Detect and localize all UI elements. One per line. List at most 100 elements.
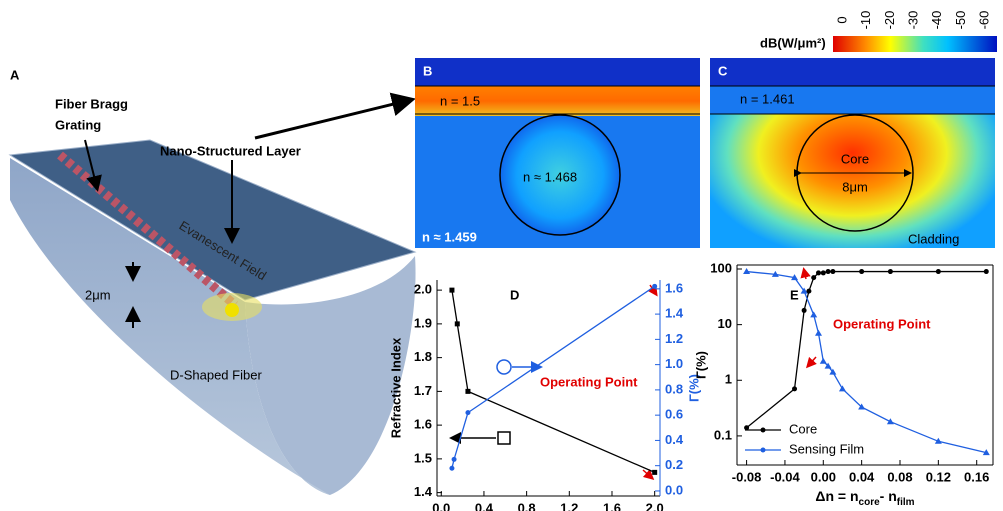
marker	[465, 410, 470, 415]
series-line	[747, 272, 987, 453]
x-tick-label: 0.04	[849, 469, 875, 484]
panel-label: E	[790, 287, 799, 302]
marker	[830, 269, 835, 274]
mode-air	[415, 58, 700, 86]
label: Core	[841, 151, 869, 166]
y-tick-label: 1.4	[414, 484, 433, 499]
colorbar-tick-label: -30	[905, 11, 920, 30]
y-tick-label: 1.8	[414, 349, 432, 364]
y-tick-label: 2.0	[414, 282, 432, 297]
colorbar-label: dB(W/μm²)	[760, 35, 826, 50]
legend-label: Core	[789, 421, 817, 436]
x-tick-label: 0.12	[926, 469, 951, 484]
marker	[936, 269, 941, 274]
y2-tick-label: 1.4	[665, 306, 684, 321]
colorbar-tick-label: -10	[858, 11, 873, 30]
y-tick-label: 1.6	[414, 417, 432, 432]
y2-tick-label: 0.4	[665, 432, 684, 447]
marker	[449, 288, 454, 293]
y2-tick-label: 0.8	[665, 381, 683, 396]
colorbar	[833, 36, 997, 52]
marker	[452, 457, 457, 462]
arrow	[804, 270, 806, 279]
label: Fiber Bragg	[55, 96, 128, 111]
x-tick-label: -0.04	[770, 469, 800, 484]
marker	[839, 385, 846, 391]
label: 8μm	[842, 179, 868, 194]
mode-air	[710, 58, 995, 86]
x-tick-label: 1.2	[560, 500, 578, 511]
marker	[792, 386, 797, 391]
x-tick-label: 2.0	[646, 500, 664, 511]
label: Grating	[55, 117, 101, 132]
label: n = 1.461	[740, 91, 795, 106]
panel-b: B n = 1.5 n ≈ 1.468 n ≈ 1.459	[415, 58, 700, 248]
panel-label: B	[423, 63, 432, 78]
x-axis-label-part: film	[897, 497, 915, 508]
marker	[816, 270, 821, 275]
x-tick-label: 0.4	[475, 500, 494, 511]
y-tick-label: 10	[718, 316, 732, 331]
y-tick-label: 1.5	[414, 450, 432, 465]
y2-tick-label: 0.0	[665, 482, 683, 497]
colorbar-tick-label: -60	[976, 11, 991, 30]
y-axis-label: Γ(%)	[693, 351, 708, 379]
marker	[743, 268, 750, 274]
marker	[652, 284, 657, 289]
series-line	[747, 272, 987, 428]
colorbar-ticks: 0 -10 -20 -30 -40 -50 -60	[834, 11, 991, 30]
x-tick-label: 0.8	[518, 500, 536, 511]
arrow	[255, 100, 410, 138]
marker	[984, 269, 989, 274]
x-tick-label: 0.0	[432, 500, 450, 511]
label: Cladding	[908, 231, 959, 246]
marker	[826, 269, 831, 274]
x-tick-label: -0.08	[732, 469, 762, 484]
legend-marker	[761, 448, 766, 453]
marker	[465, 389, 470, 394]
x-tick-label: 0.00	[811, 469, 836, 484]
panel-label: C	[718, 63, 728, 78]
y2-tick-label: 1.2	[665, 331, 683, 346]
marker	[820, 358, 827, 364]
panel-label: D	[510, 287, 519, 302]
marker	[887, 418, 894, 424]
label: n ≈ 1.459	[422, 229, 477, 244]
y2-tick-label: 0.6	[665, 407, 683, 422]
x-axis-label-part: - n	[880, 488, 897, 504]
marker	[821, 270, 826, 275]
marker	[859, 269, 864, 274]
x-tick-label: 0.08	[887, 469, 912, 484]
panel-c: C n = 1.461 Core 8μm Cladding	[710, 58, 995, 248]
y-axis-label: Refractive Index	[388, 337, 403, 438]
marker	[455, 321, 460, 326]
colorbar-tick-label: -20	[882, 11, 897, 30]
highlight-box	[498, 432, 510, 444]
marker	[449, 466, 454, 471]
y-tick-label: 1	[725, 372, 732, 387]
marker	[652, 470, 657, 475]
label: 2μm	[85, 287, 111, 302]
figure: A Fiber Bragg Grating Nano-Structured La…	[0, 0, 1003, 511]
y-tick-label: 0.1	[714, 427, 732, 442]
y2-tick-label: 1.0	[665, 356, 683, 371]
label: D-Shaped Fiber	[170, 367, 262, 382]
core-dot	[225, 303, 239, 317]
annotation: Operating Point	[540, 374, 638, 389]
marker	[802, 308, 807, 313]
x-axis-label-part: core	[859, 497, 881, 508]
y-tick-label: 100	[710, 260, 732, 275]
colorbar-tick-label: 0	[834, 16, 849, 23]
legend-label: Sensing Film	[789, 441, 864, 456]
highlight-circle	[497, 360, 511, 374]
marker	[888, 269, 893, 274]
x-tick-label: 1.6	[603, 500, 621, 511]
y2-tick-label: 1.6	[665, 280, 683, 295]
y-tick-label: 1.9	[414, 315, 432, 330]
label: n ≈ 1.468	[523, 169, 577, 184]
colorbar-tick-label: -50	[953, 11, 968, 30]
y-tick-label: 1.7	[414, 383, 432, 398]
label: Nano-Structured Layer	[160, 143, 301, 158]
x-tick-label: 0.16	[964, 469, 989, 484]
colorbar-tick-label: -40	[929, 11, 944, 30]
